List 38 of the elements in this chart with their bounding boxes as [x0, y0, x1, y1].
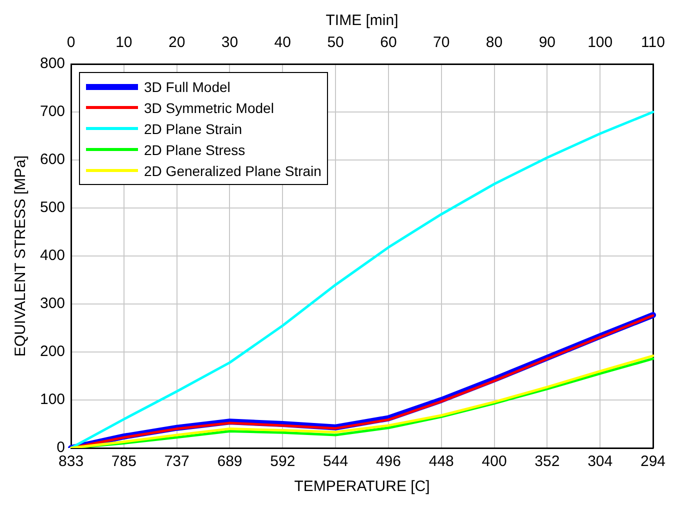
x2-tick-label: 10	[116, 34, 132, 52]
x-tick-label: 448	[428, 453, 454, 470]
x-tick-label: 304	[588, 453, 613, 470]
x2-axis-title: TIME [min]	[326, 12, 398, 30]
x-tick-label: 294	[640, 453, 666, 470]
y-tick-label: 100	[40, 391, 66, 408]
y-tick-label: 600	[40, 151, 66, 168]
x2-tick-label: 90	[538, 34, 556, 52]
x-tick-label: 689	[217, 453, 242, 470]
y-axis-title: EQUIVALENT STRESS [MPa]	[12, 155, 30, 357]
x2-tick-label: 70	[433, 34, 450, 52]
x2-tick-label: 60	[380, 34, 397, 52]
x2-tick-label: 20	[168, 34, 186, 52]
legend-label: 3D Full Model	[144, 78, 230, 94]
x-tick-label: 785	[111, 453, 136, 470]
x-tick-label: 592	[270, 453, 296, 470]
x2-tick-label: 50	[327, 34, 344, 52]
y-tick-label: 200	[40, 343, 66, 360]
legend-label: 3D Symmetric Model	[144, 100, 274, 116]
x2-tick-label: 30	[221, 34, 238, 52]
x-tick-label: 544	[323, 453, 348, 470]
y-tick-label: 400	[40, 247, 66, 264]
x2-tick-label: 110	[641, 34, 665, 52]
legend-label: 2D Plane Stress	[144, 142, 246, 158]
legend-label: 2D Generalized Plane Strain	[144, 162, 322, 178]
y-tick-label: 700	[40, 103, 66, 120]
legend-label: 2D Plane Strain	[144, 120, 242, 136]
y-tick-label: 300	[40, 295, 66, 312]
x-tick-label: 352	[534, 453, 560, 470]
x-tick-label: 496	[376, 453, 401, 470]
x-tick-label: 400	[482, 453, 507, 470]
x-tick-label: 737	[164, 453, 190, 470]
y-tick-label: 500	[40, 199, 66, 216]
x2-tick-label: 80	[486, 34, 503, 52]
x-axis-title: TEMPERATURE [C]	[294, 478, 430, 496]
x2-tick-label: 100	[588, 34, 613, 52]
x2-tick-label: 40	[274, 34, 291, 52]
y-tick-label: 800	[40, 55, 66, 72]
